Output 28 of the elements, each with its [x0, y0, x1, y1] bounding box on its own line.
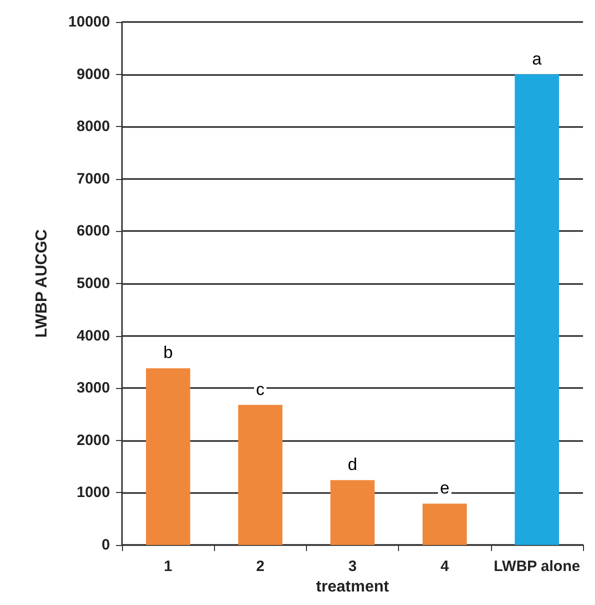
y-tick-label: 10000	[68, 14, 110, 30]
y-axis-title: LWBP AUCGC	[34, 228, 50, 338]
annotation: c	[256, 380, 266, 399]
bar	[330, 480, 375, 545]
y-tick-label: 0	[102, 536, 110, 554]
x-tick-label: 2	[256, 558, 264, 575]
annotation: a	[532, 49, 542, 68]
bar	[146, 368, 190, 545]
y-tick-label: 6000	[76, 222, 110, 240]
y-tick-label: 5000	[76, 275, 110, 292]
bar	[238, 404, 282, 545]
y-tick-label: 8000	[76, 118, 110, 136]
y-tick-label: 2000	[76, 432, 110, 449]
x-tick-label: 1	[164, 558, 172, 575]
x-tick-label: LWBP alone	[494, 558, 580, 575]
y-tick-label: 7000	[76, 170, 110, 188]
annotation: e	[440, 478, 450, 498]
y-tick-label: 9000	[76, 66, 110, 83]
annotation: b	[163, 343, 173, 362]
x-tick-label: 4	[440, 558, 450, 575]
annotation: d	[348, 455, 358, 474]
y-tick-label: 4000	[76, 327, 110, 344]
x-axis-title: treatment	[316, 578, 390, 596]
y-tick-label: 1000	[76, 484, 110, 502]
x-tick-label: 3	[348, 558, 357, 575]
bar	[422, 504, 467, 545]
y-tick-label: 3000	[76, 380, 110, 397]
bar	[514, 74, 560, 545]
